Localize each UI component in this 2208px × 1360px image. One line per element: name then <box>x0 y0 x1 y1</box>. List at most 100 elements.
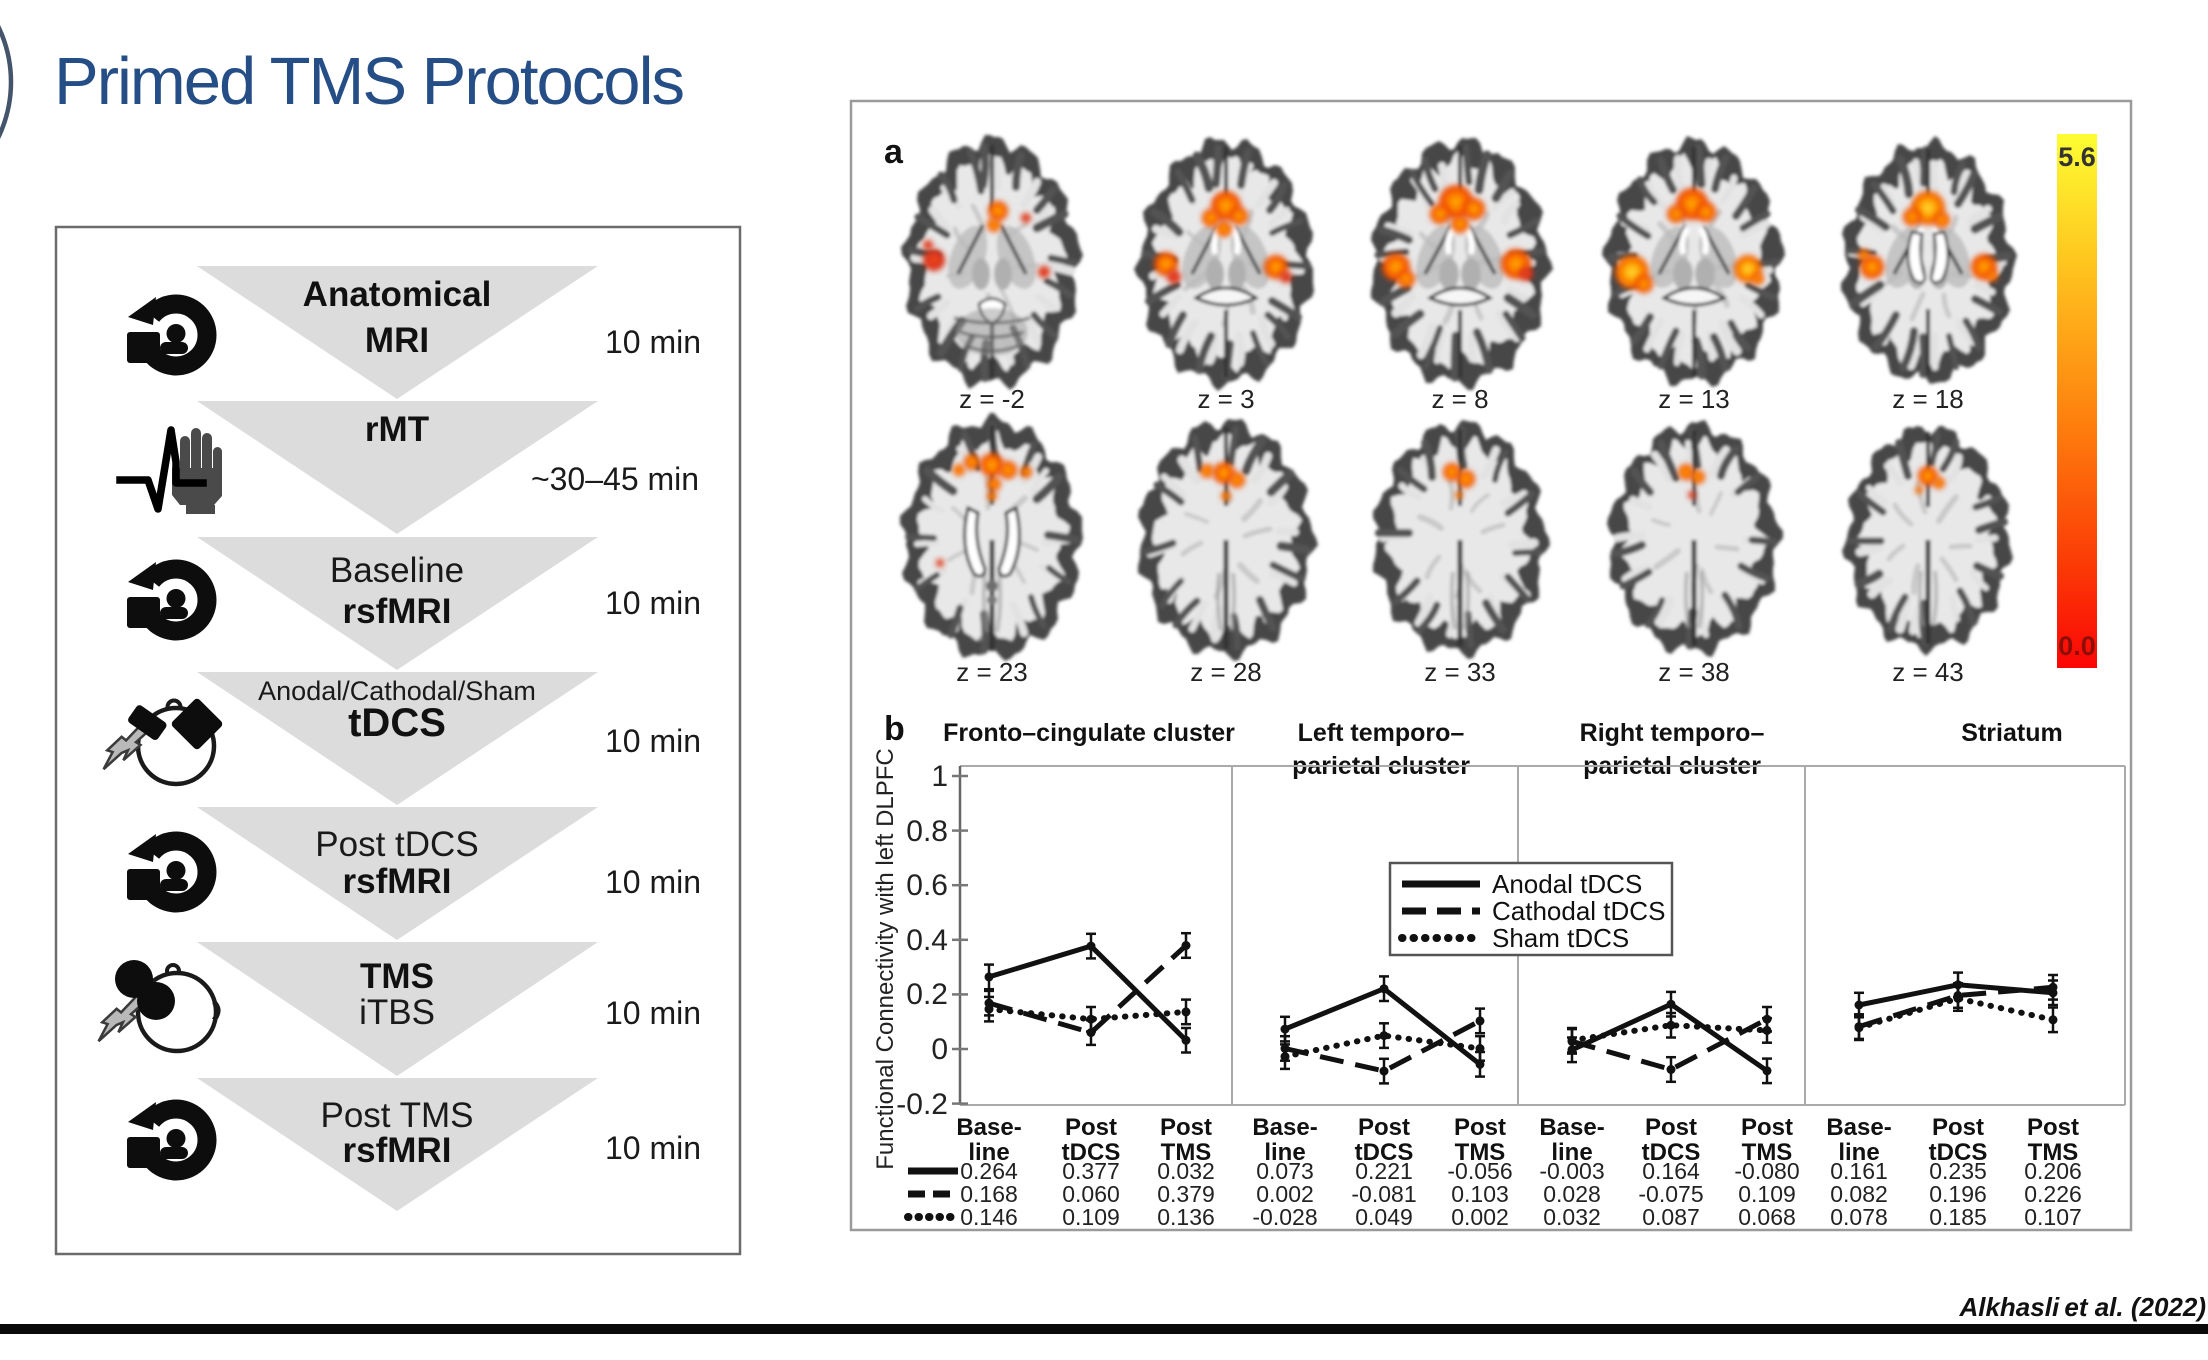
svg-text:0.109: 0.109 <box>1062 1204 1120 1230</box>
svg-text:0.032: 0.032 <box>1543 1204 1601 1230</box>
svg-text:0.168: 0.168 <box>960 1181 1018 1207</box>
svg-text:-0.080: -0.080 <box>1734 1158 1799 1184</box>
svg-text:~30–45 min: ~30–45 min <box>531 461 699 497</box>
svg-text:Alkhasli et al. (2022): Alkhasli et al. (2022) <box>1958 1292 2206 1322</box>
svg-text:10 min: 10 min <box>605 324 701 360</box>
svg-text:iTBS: iTBS <box>359 993 435 1032</box>
svg-text:tDCS: tDCS <box>1929 1139 1988 1166</box>
svg-text:Post: Post <box>2027 1114 2079 1141</box>
svg-text:0.379: 0.379 <box>1157 1181 1215 1207</box>
svg-text:Sham tDCS: Sham tDCS <box>1492 923 1629 953</box>
svg-text:b: b <box>884 710 905 748</box>
svg-text:TMS: TMS <box>2028 1139 2079 1166</box>
svg-text:1: 1 <box>931 760 948 793</box>
svg-text:z = 18: z = 18 <box>1892 384 1964 414</box>
svg-text:tDCS: tDCS <box>1642 1139 1701 1166</box>
svg-text:0.226: 0.226 <box>2024 1181 2082 1207</box>
svg-text:0.002: 0.002 <box>1256 1181 1314 1207</box>
svg-text:tDCS: tDCS <box>348 701 446 745</box>
svg-text:Post: Post <box>1741 1114 1793 1141</box>
svg-text:0.164: 0.164 <box>1642 1158 1700 1184</box>
svg-text:z = 28: z = 28 <box>1190 657 1262 687</box>
svg-text:Post: Post <box>1160 1114 1212 1141</box>
svg-text:line: line <box>1838 1139 1879 1166</box>
svg-text:z = -2: z = -2 <box>959 384 1025 414</box>
svg-text:rsfMRI: rsfMRI <box>343 592 452 631</box>
svg-text:z = 8: z = 8 <box>1431 384 1488 414</box>
svg-text:0.235: 0.235 <box>1929 1158 1987 1184</box>
svg-text:-0.056: -0.056 <box>1447 1158 1512 1184</box>
svg-text:Base-: Base- <box>1539 1114 1604 1141</box>
svg-text:0.0: 0.0 <box>2058 631 2096 661</box>
svg-text:TMS: TMS <box>1455 1139 1506 1166</box>
svg-text:Post: Post <box>1932 1114 1984 1141</box>
svg-text:Cathodal tDCS: Cathodal tDCS <box>1492 896 1665 926</box>
svg-text:0.2: 0.2 <box>906 978 948 1011</box>
svg-text:0.146: 0.146 <box>960 1204 1018 1230</box>
svg-text:0.185: 0.185 <box>1929 1204 1987 1230</box>
svg-text:0.068: 0.068 <box>1738 1204 1796 1230</box>
svg-text:Post: Post <box>1645 1114 1697 1141</box>
svg-text:0.078: 0.078 <box>1830 1204 1888 1230</box>
svg-text:10 min: 10 min <box>605 995 701 1031</box>
svg-text:Base-: Base- <box>1252 1114 1317 1141</box>
svg-text:0.136: 0.136 <box>1157 1204 1215 1230</box>
svg-text:TMS: TMS <box>360 957 434 996</box>
svg-text:0.264: 0.264 <box>960 1158 1018 1184</box>
svg-text:-0.075: -0.075 <box>1638 1181 1703 1207</box>
svg-text:0.221: 0.221 <box>1355 1158 1413 1184</box>
svg-text:z = 13: z = 13 <box>1658 384 1730 414</box>
svg-text:Striatum: Striatum <box>1961 719 2062 747</box>
svg-text:z = 38: z = 38 <box>1658 657 1730 687</box>
svg-text:tDCS: tDCS <box>1355 1139 1414 1166</box>
svg-text:0.060: 0.060 <box>1062 1181 1120 1207</box>
svg-text:0.103: 0.103 <box>1451 1181 1509 1207</box>
svg-text:Base-: Base- <box>1826 1114 1891 1141</box>
svg-text:-0.003: -0.003 <box>1539 1158 1604 1184</box>
svg-text:10 min: 10 min <box>605 1130 701 1166</box>
svg-text:10 min: 10 min <box>605 864 701 900</box>
svg-text:0.8: 0.8 <box>906 815 948 848</box>
svg-text:rMT: rMT <box>365 410 429 449</box>
svg-text:0.002: 0.002 <box>1451 1204 1509 1230</box>
svg-text:Anatomical: Anatomical <box>303 275 492 314</box>
svg-text:Anodal/Cathodal/Sham: Anodal/Cathodal/Sham <box>258 676 536 706</box>
svg-text:line: line <box>1264 1139 1305 1166</box>
svg-text:a: a <box>884 133 904 171</box>
svg-text:0.109: 0.109 <box>1738 1181 1796 1207</box>
svg-text:TMS: TMS <box>1742 1139 1793 1166</box>
svg-text:Anodal tDCS: Anodal tDCS <box>1492 869 1642 899</box>
svg-text:Fronto–cingulate cluster: Fronto–cingulate cluster <box>943 719 1235 747</box>
svg-text:0.049: 0.049 <box>1355 1204 1413 1230</box>
svg-text:MRI: MRI <box>365 321 429 360</box>
svg-text:Right temporo–: Right temporo– <box>1580 719 1765 747</box>
svg-text:-0.2: -0.2 <box>896 1088 948 1121</box>
svg-text:Post tDCS: Post tDCS <box>315 825 478 864</box>
svg-text:0.032: 0.032 <box>1157 1158 1215 1184</box>
svg-text:Post: Post <box>1358 1114 1410 1141</box>
svg-text:0.028: 0.028 <box>1543 1181 1601 1207</box>
svg-text:Left temporo–: Left temporo– <box>1298 719 1465 747</box>
svg-text:Post: Post <box>1454 1114 1506 1141</box>
svg-text:Primed TMS Protocols: Primed TMS Protocols <box>54 44 683 119</box>
svg-text:rsfMRI: rsfMRI <box>343 1131 452 1170</box>
svg-text:0.107: 0.107 <box>2024 1204 2082 1230</box>
svg-text:0.087: 0.087 <box>1642 1204 1700 1230</box>
svg-text:0.206: 0.206 <box>2024 1158 2082 1184</box>
svg-text:Post TMS: Post TMS <box>320 1096 473 1135</box>
svg-text:rsfMRI: rsfMRI <box>343 862 452 901</box>
svg-text:Baseline: Baseline <box>330 551 464 590</box>
svg-text:Post: Post <box>1065 1114 1117 1141</box>
svg-text:z = 3: z = 3 <box>1197 384 1254 414</box>
svg-text:Base-: Base- <box>956 1114 1021 1141</box>
svg-text:0.6: 0.6 <box>906 869 948 902</box>
svg-text:z = 23: z = 23 <box>956 657 1028 687</box>
svg-text:tDCS: tDCS <box>1062 1139 1121 1166</box>
svg-text:0.4: 0.4 <box>906 924 948 957</box>
svg-text:line: line <box>968 1139 1009 1166</box>
svg-text:10 min: 10 min <box>605 723 701 759</box>
svg-text:0.073: 0.073 <box>1256 1158 1314 1184</box>
svg-text:TMS: TMS <box>1161 1139 1212 1166</box>
svg-text:5.6: 5.6 <box>2058 142 2096 172</box>
svg-text:Functional Connectivity with l: Functional Connectivity with left DLPFC <box>872 748 899 1170</box>
